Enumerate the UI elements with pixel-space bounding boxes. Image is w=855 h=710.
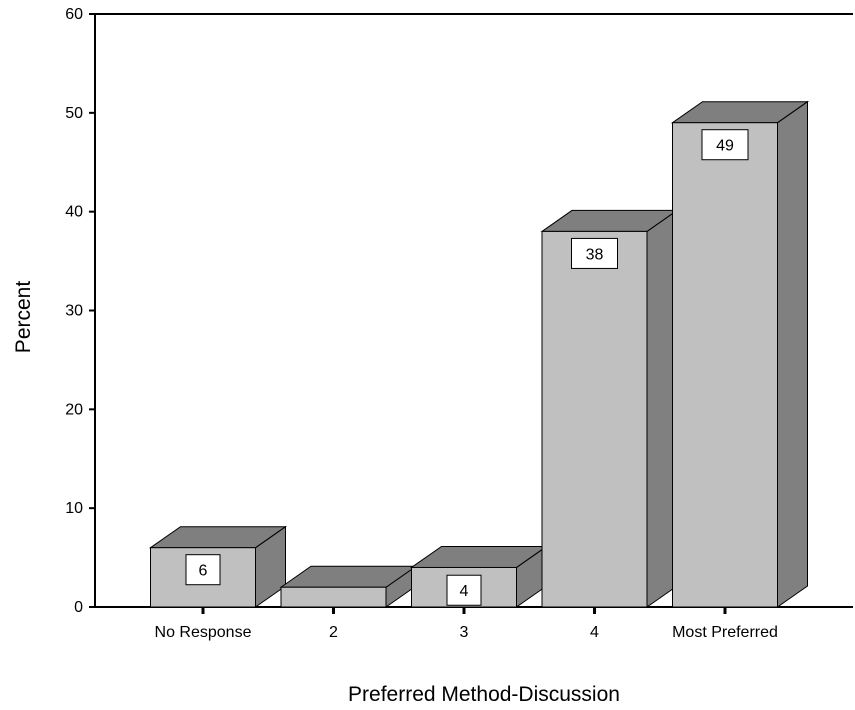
data-label-box xyxy=(701,129,749,161)
x-axis-ticks: No Response 2 3 4 Most Preferred xyxy=(155,607,778,641)
y-tick-label: 10 xyxy=(65,500,83,517)
y-tick-label: 20 xyxy=(65,401,83,418)
data-labels: 6 4 38 49 xyxy=(185,129,749,606)
x-tick-label: No Response xyxy=(155,624,252,641)
y-tick-label: 40 xyxy=(65,204,83,221)
y-tick-label: 50 xyxy=(65,105,83,122)
x-axis-title: Preferred Method-Discussion xyxy=(348,683,620,706)
data-label-box xyxy=(446,574,482,606)
data-label-text: 4 xyxy=(460,583,469,600)
data-label-most-preferred: 49 xyxy=(701,129,749,161)
x-tick-label: 3 xyxy=(460,624,469,641)
bar-front-face xyxy=(280,586,387,608)
data-label-text: 49 xyxy=(716,138,734,155)
data-label-4: 38 xyxy=(571,237,618,269)
data-label-text: 6 xyxy=(199,563,208,580)
y-tick-label: 30 xyxy=(65,303,83,320)
bar-front-face xyxy=(541,230,648,608)
bar-front-face xyxy=(672,122,778,608)
bar-side-face xyxy=(777,100,808,608)
data-label-text: 38 xyxy=(586,246,604,263)
bars xyxy=(148,100,810,608)
y-tick-label: 60 xyxy=(65,6,83,23)
data-label-box xyxy=(185,554,221,586)
y-axis-title: Percent xyxy=(12,281,35,354)
data-label-3: 4 xyxy=(446,574,482,606)
bar-most-preferred xyxy=(670,100,810,608)
x-tick-label: 4 xyxy=(590,624,599,641)
x-tick-label: 2 xyxy=(329,624,338,641)
data-label-box xyxy=(571,237,618,269)
data-label-no-response: 6 xyxy=(185,554,221,586)
bar-4 xyxy=(540,209,679,608)
y-axis-ticks: 0 10 20 30 40 50 60 xyxy=(65,6,95,616)
y-tick-label: 0 xyxy=(74,599,83,616)
bar-2 xyxy=(279,565,418,608)
x-tick-label: Most Preferred xyxy=(672,624,778,641)
